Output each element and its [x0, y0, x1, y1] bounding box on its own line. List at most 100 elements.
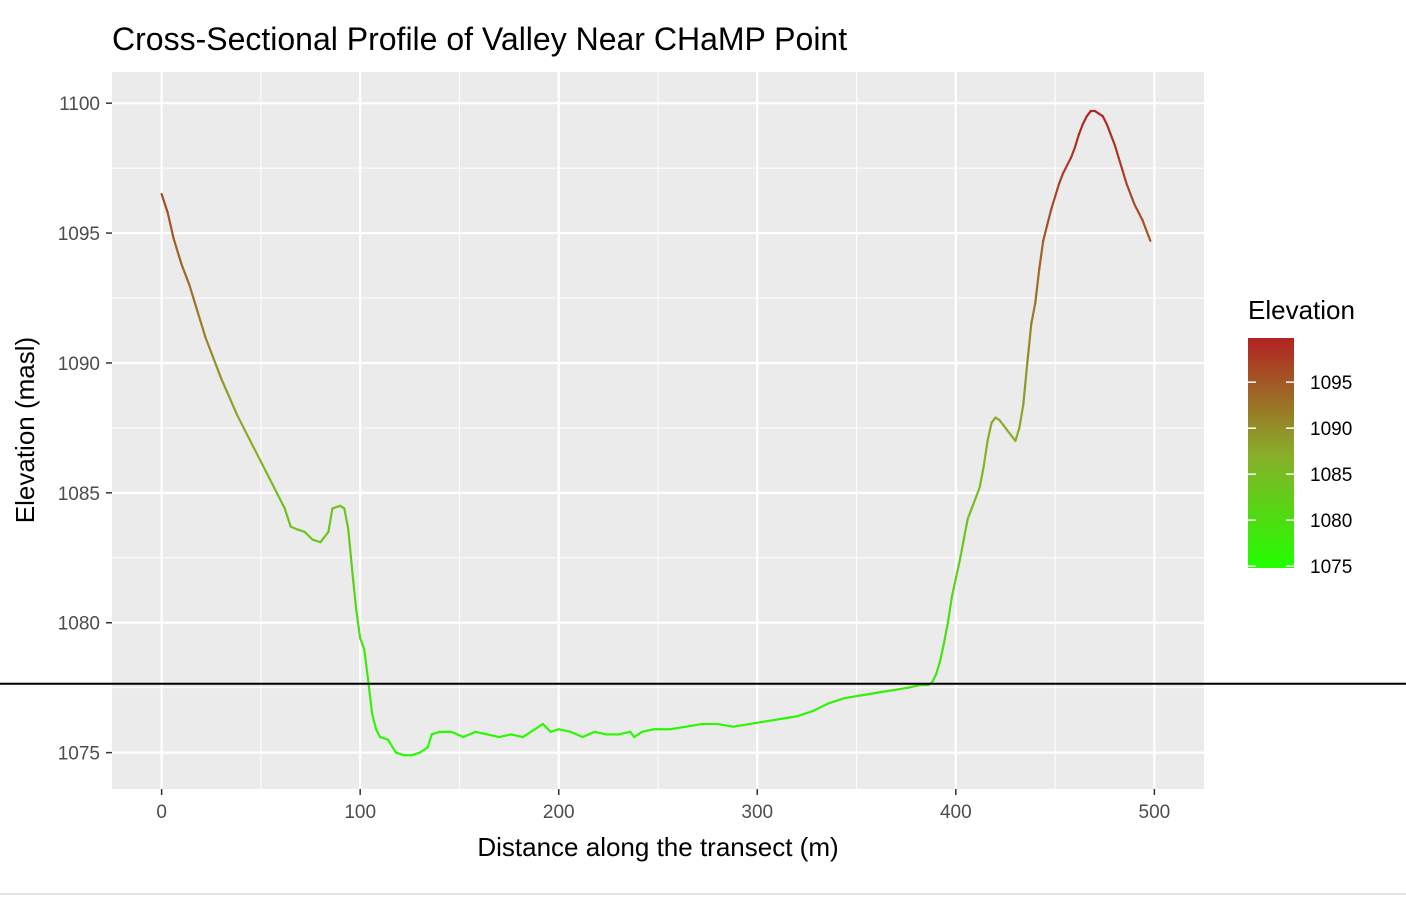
profile-segment	[1109, 133, 1116, 146]
y-tick-label: 1080	[58, 614, 100, 635]
legend-label: 1090	[1310, 419, 1352, 440]
legend-title: Elevation	[1248, 295, 1355, 325]
profile-segment	[1073, 133, 1081, 149]
profile-segment	[748, 720, 767, 726]
profile-segment	[370, 712, 378, 731]
profile-segment	[1057, 172, 1065, 185]
profile-segment	[450, 730, 465, 739]
profile-segment	[1053, 182, 1061, 198]
legend-colorbar	[1248, 338, 1294, 568]
profile-segment	[1077, 122, 1084, 136]
x-axis-title: Distance along the transect (m)	[477, 832, 838, 862]
y-axis-title: Elevation (masl)	[10, 337, 40, 523]
profile-segment	[930, 673, 938, 684]
profile-segment	[1022, 361, 1029, 406]
profile-segment	[283, 507, 292, 528]
profile-segment	[811, 702, 830, 713]
legend-label: 1075	[1310, 557, 1352, 578]
profile-segment	[295, 528, 306, 533]
profile-segment	[521, 728, 537, 739]
profile-segment	[1061, 164, 1069, 175]
profile-segment	[1030, 302, 1037, 326]
profile-segment	[958, 538, 965, 562]
profile-segment	[180, 263, 191, 287]
legend-label: 1080	[1310, 511, 1352, 532]
profile-segment	[641, 728, 656, 733]
profile-segment	[1065, 156, 1073, 167]
y-tick-label: 1085	[58, 484, 100, 505]
profile-segment	[509, 733, 525, 739]
profile-segment	[541, 722, 552, 733]
profile-segment	[557, 728, 572, 733]
profile-segment	[970, 496, 977, 510]
profile-segment	[1141, 218, 1148, 232]
profile-segment	[1129, 192, 1136, 206]
profile-segment	[1133, 203, 1140, 214]
chart-title: Cross-Sectional Profile of Valley Near C…	[112, 21, 847, 57]
profile-segment	[394, 751, 405, 757]
profile-segment	[1121, 169, 1128, 185]
profile-segment	[486, 733, 501, 739]
profile-segment	[966, 507, 973, 520]
y-axis: 1075 1080 1085 1090 1095 1100	[58, 94, 112, 765]
profile-segment	[1014, 426, 1021, 442]
profile-segment	[581, 730, 596, 739]
y-tick-label: 1075	[58, 744, 100, 765]
profile-segment	[430, 730, 441, 736]
profile-segment	[593, 730, 608, 736]
profile-segment	[962, 517, 969, 541]
legend-label: 1095	[1310, 373, 1352, 394]
profile-segment	[1042, 224, 1049, 242]
profile-segment	[954, 559, 961, 580]
profile-segment	[1117, 156, 1124, 172]
profile-segment	[462, 730, 477, 739]
profile-segment	[359, 637, 366, 650]
profile-segment	[220, 377, 231, 398]
profile-segment	[418, 746, 429, 754]
y-tick-label: 1100	[59, 94, 100, 115]
profile-segment	[1034, 268, 1041, 305]
profile-segment	[982, 439, 989, 468]
profile-segment	[386, 738, 398, 754]
profile-segment	[907, 683, 922, 689]
profile-segment	[942, 621, 949, 645]
profile-segment	[633, 730, 644, 739]
profile-segment	[251, 444, 263, 463]
profile-segment	[1038, 239, 1045, 271]
x-axis: 0 100 200 300 400 500	[156, 789, 1170, 823]
profile-segment	[1050, 195, 1057, 211]
profile-segment	[1125, 182, 1132, 196]
profile-segment	[303, 530, 314, 541]
x-tick-label: 500	[1139, 802, 1171, 823]
legend: Elevation 1095 1090 1085 1080 1075	[1248, 295, 1355, 578]
profile-segment	[160, 192, 169, 214]
profile-segment	[374, 728, 382, 739]
profile-segment	[1105, 122, 1112, 136]
x-tick-label: 200	[543, 802, 575, 823]
profile-segment	[1069, 146, 1077, 159]
profile-segment	[166, 211, 175, 240]
profile-segment	[204, 335, 215, 359]
profile-segment	[843, 694, 862, 700]
profile-segment	[934, 660, 942, 676]
footer-divider	[0, 893, 1406, 895]
profile-segment	[196, 309, 207, 339]
profile-segment	[732, 722, 751, 728]
profile-segment	[859, 691, 878, 697]
profile-segment	[946, 595, 953, 624]
profile-segment	[668, 725, 687, 731]
profile-segment	[549, 728, 560, 733]
profile-segment	[267, 476, 278, 494]
profile-segment	[827, 696, 846, 705]
profile-segment	[1018, 403, 1025, 430]
profile-segment	[1145, 229, 1152, 242]
y-tick-label: 1090	[58, 354, 100, 375]
profile-segment	[974, 486, 981, 500]
profile-segment	[212, 356, 223, 380]
profile-segment	[275, 491, 286, 510]
profile-segment	[617, 730, 632, 736]
profile-segment	[378, 735, 390, 741]
profile-segment	[569, 730, 584, 739]
profile-segment	[343, 507, 350, 531]
